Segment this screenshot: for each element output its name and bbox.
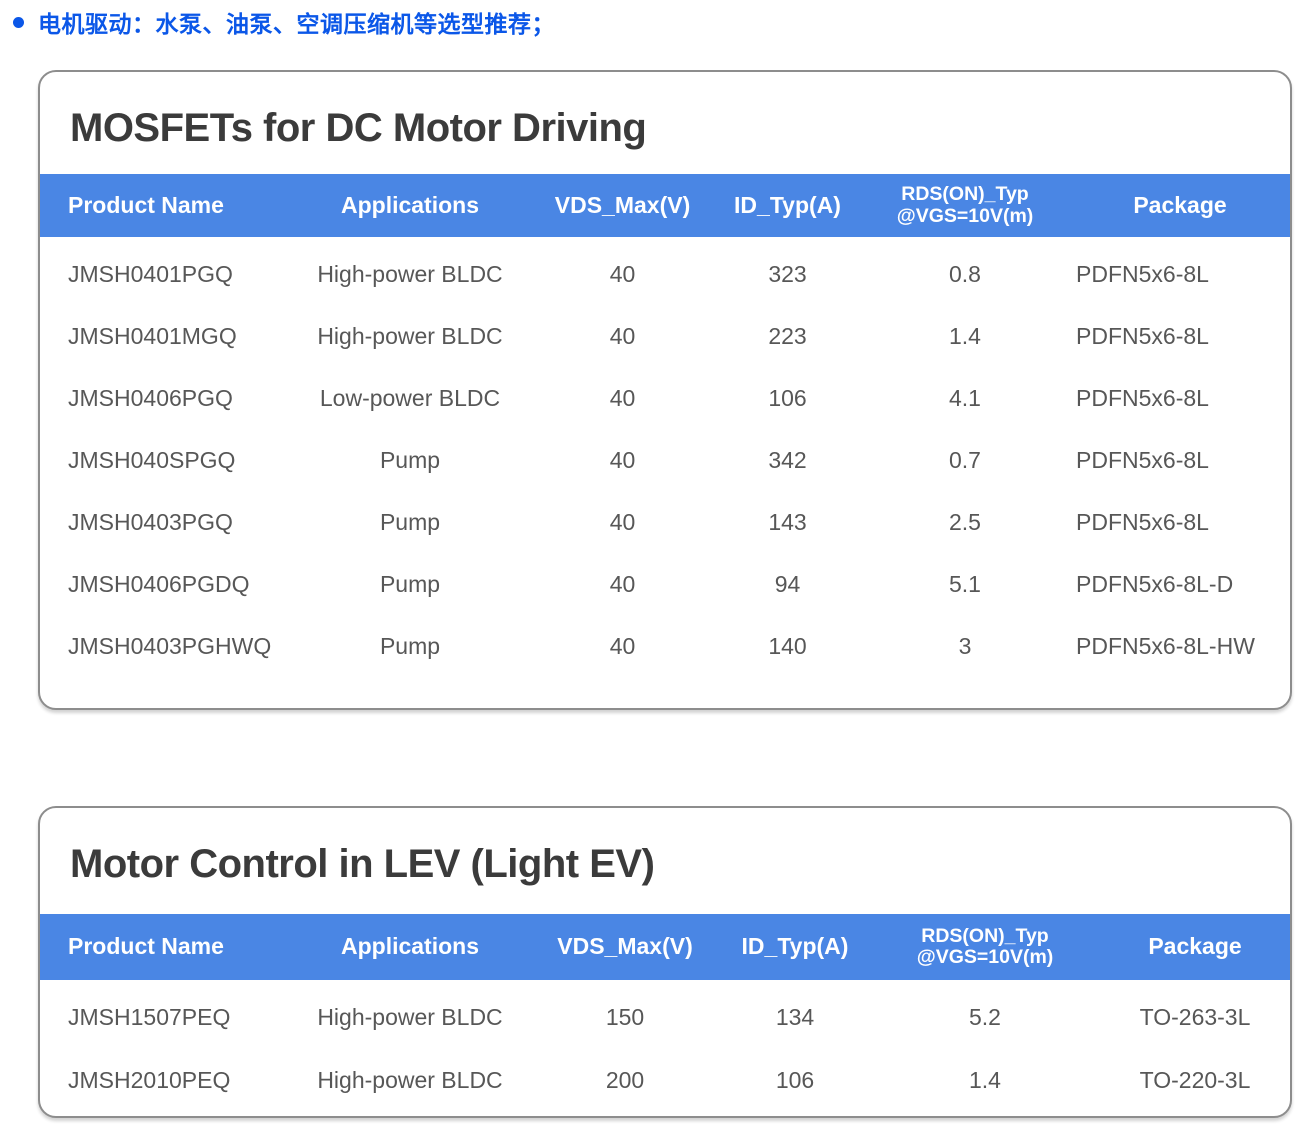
cell-id-typ-a: 223 (768, 322, 807, 349)
cell-rds-on-typ: 1.4 (949, 322, 981, 349)
cell-applications: Pump (379, 632, 441, 659)
cell-id-typ-a: 106 (775, 1067, 815, 1093)
cell-rds-on-typ: 5.1 (949, 570, 981, 597)
column-header-id-typ-a: ID_Typ(A) (734, 191, 841, 218)
cell-package: PDFN5x6-8L (1076, 322, 1209, 349)
cell-rds-on-typ: 4.1 (949, 384, 981, 411)
table-row: JMSH0406PGQ Low-power BLDC 40 106 4.1 PDFN5x6… (40, 367, 1290, 429)
cell-product-name: JMSH0406PGQ (68, 384, 233, 411)
cell-applications: Pump (379, 570, 441, 597)
cell-applications: High-power BLDC (317, 1067, 503, 1093)
table-title: MOSFETs for DC Motor Driving (70, 106, 647, 150)
cell-id-typ-a: 143 (768, 508, 807, 535)
column-header-rds-on-typ: RDS(ON)_Typ @VGS=10V(m) (870, 925, 1100, 969)
cell-vds-max-v: 40 (609, 570, 636, 597)
table-row: JMSH0406PGDQ Pump 40 94 5.1 PDFN5x6-8L-D (40, 553, 1290, 615)
cell-package: TO-263-3L (1139, 1004, 1251, 1030)
column-header-product-name: Product Name (68, 191, 224, 218)
table-row: JMSH1507PEQ High-power BLDC 150 134 5.2 TO-26… (40, 986, 1290, 1049)
cell-vds-max-v: 150 (605, 1004, 645, 1030)
table-row: JMSH0403PGQ Pump 40 143 2.5 PDFN5x6-8L (40, 491, 1290, 553)
cell-vds-max-v: 40 (609, 446, 636, 473)
table-body: JMSH0401PGQ High-power BLDC 40 323 0.8 PDFN5x… (40, 237, 1290, 677)
table-row: JMSH040SPGQ Pump 40 342 0.7 PDFN5x6-8L (40, 429, 1290, 491)
cell-product-name: JMSH040SPGQ (68, 446, 236, 473)
cell-rds-on-typ: 0.7 (949, 446, 981, 473)
cell-vds-max-v: 40 (609, 322, 636, 349)
cell-package: PDFN5x6-8L-D (1076, 570, 1234, 597)
cell-applications: High-power BLDC (317, 1004, 503, 1030)
cell-vds-max-v: 40 (609, 384, 636, 411)
cell-vds-max-v: 40 (609, 632, 636, 659)
cell-applications: Pump (379, 446, 441, 473)
column-header-subline: @VGS=10V(m) (916, 946, 1054, 968)
cell-package: PDFN5x6-8L (1076, 384, 1209, 411)
cell-package: TO-220-3L (1139, 1067, 1251, 1093)
table-row: JMSH2010PEQ High-power BLDC 200 106 1.4 TO-22… (40, 1049, 1290, 1112)
column-header-vds-max-v: VDS_Max(V) (554, 191, 691, 218)
cell-rds-on-typ: 5.2 (969, 1004, 1001, 1030)
bullet-point-icon (13, 16, 24, 28)
cell-applications: Pump (379, 508, 441, 535)
column-header-id-typ-a: ID_Typ(A) (741, 933, 849, 960)
cell-vds-max-v: 200 (605, 1067, 645, 1093)
cell-id-typ-a: 342 (768, 446, 807, 473)
cell-applications: High-power BLDC (317, 260, 503, 287)
cell-product-name: JMSH1507PEQ (68, 1004, 231, 1030)
cell-product-name: JMSH0403PGHWQ (68, 632, 272, 659)
cell-id-typ-a: 140 (768, 632, 807, 659)
table-title: Motor Control in LEV (Light EV) (70, 842, 655, 886)
table-header-row: Product Name Applications VDS_Max(V) ID_Typ… (40, 914, 1290, 980)
table-row: JMSH0401MGQ High-power BLDC 40 223 1.4 PDFN5x… (40, 305, 1290, 367)
column-header-package: Package (1133, 191, 1227, 218)
section-heading-row: 电机驱动：水泵、油泵、空调压缩机等选型推荐； (13, 5, 555, 39)
cell-package: PDFN5x6-8L (1076, 508, 1209, 535)
lev-motor-control-table-card: Motor Control in LEV (Light EV) Product … (38, 806, 1292, 1118)
cell-rds-on-typ: 1.4 (969, 1067, 1001, 1093)
cell-id-typ-a: 323 (768, 260, 807, 287)
column-header-package: Package (1148, 933, 1242, 960)
column-header-rds-on-typ: RDS(ON)_Typ @VGS=10V(m) (860, 183, 1070, 227)
cell-rds-on-typ: 3 (958, 632, 972, 659)
cell-applications: High-power BLDC (317, 322, 503, 349)
table-row: JMSH0401PGQ High-power BLDC 40 323 0.8 PDFN5x… (40, 243, 1290, 305)
cell-product-name: JMSH0406PGDQ (68, 570, 250, 597)
table-body: JMSH1507PEQ High-power BLDC 150 134 5.2 TO-26… (40, 980, 1290, 1112)
table-row: JMSH0403PGHWQ Pump 40 140 3 PDFN5x6-8L-HW (40, 615, 1290, 677)
cell-id-typ-a: 106 (768, 384, 807, 411)
cell-package: PDFN5x6-8L-HW (1076, 632, 1255, 659)
cell-id-typ-a: 134 (775, 1004, 815, 1030)
section-heading: 电机驱动：水泵、油泵、空调压缩机等选型推荐； (38, 11, 555, 37)
cell-package: PDFN5x6-8L (1076, 260, 1209, 287)
cell-product-name: JMSH2010PEQ (68, 1067, 231, 1093)
table-header-row: Product Name Applications VDS_Max(V) ID_Typ… (40, 174, 1290, 237)
column-header-subline: @VGS=10V(m) (896, 204, 1034, 227)
cell-product-name: JMSH0401PGQ (68, 260, 233, 287)
cell-vds-max-v: 40 (609, 508, 636, 535)
cell-id-typ-a: 94 (774, 570, 801, 597)
column-header-vds-max-v: VDS_Max(V) (557, 933, 693, 960)
cell-applications: Low-power BLDC (319, 384, 501, 411)
cell-product-name: JMSH0401MGQ (68, 322, 237, 349)
column-header-product-name: Product Name (68, 933, 224, 960)
column-header-applications: Applications (340, 191, 479, 218)
cell-vds-max-v: 40 (609, 260, 636, 287)
dc-motor-driving-table-card: MOSFETs for DC Motor Driving Product Nam… (38, 70, 1292, 710)
cell-rds-on-typ: 2.5 (949, 508, 981, 535)
cell-rds-on-typ: 0.8 (949, 260, 981, 287)
column-header-applications: Applications (340, 933, 479, 960)
cell-package: PDFN5x6-8L (1076, 446, 1209, 473)
cell-product-name: JMSH0403PGQ (68, 508, 233, 535)
